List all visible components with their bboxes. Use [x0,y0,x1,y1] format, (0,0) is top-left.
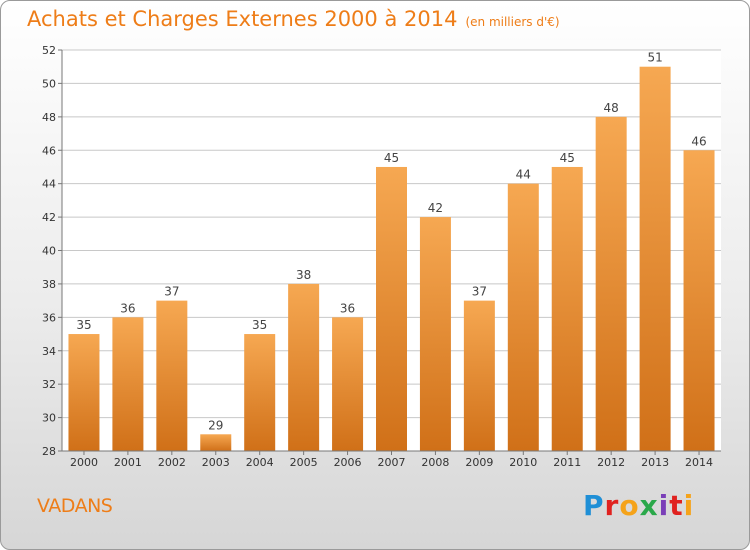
x-tick-label: 2007 [378,456,406,469]
x-tick-label: 2000 [70,456,98,469]
bar [68,334,100,451]
data-label: 44 [516,168,531,182]
data-label: 48 [604,101,619,115]
y-tick-label: 36 [42,311,56,324]
y-tick-label: 28 [42,445,56,458]
bar [595,116,627,451]
bar [419,217,451,451]
y-tick-label: 42 [42,211,56,224]
y-tick-label: 46 [42,144,56,157]
place-name: VADANS [37,495,113,517]
y-tick-label: 38 [42,278,56,291]
data-label: 46 [691,134,706,148]
x-tick-label: 2001 [114,456,142,469]
logo-letter: i [658,489,670,522]
bar [639,66,671,451]
y-tick-label: 50 [42,77,56,90]
x-tick-label: 2002 [158,456,186,469]
x-tick-label: 2005 [290,456,318,469]
bar [463,300,495,451]
bar [551,166,583,452]
bar [112,317,144,451]
bar [376,166,407,452]
bar [507,183,539,451]
data-label: 45 [384,151,399,165]
data-label: 35 [252,318,267,332]
logo-letter: t [669,489,684,522]
bar [156,300,188,451]
title-row: Achats et Charges Externes 2000 à 2014 (e… [27,7,560,31]
logo-letter: i [683,489,695,522]
x-tick-label: 2011 [553,456,581,469]
x-tick-label: 2008 [421,456,449,469]
bar [288,283,320,451]
x-tick-label: 2010 [509,456,537,469]
logo-letter: o [619,489,640,522]
data-label: 29 [208,418,223,432]
x-tick-label: 2006 [334,456,362,469]
data-label: 35 [76,318,91,332]
bar [332,317,364,451]
x-tick-label: 2009 [465,456,493,469]
chart-title: Achats et Charges Externes 2000 à 2014 [27,7,458,31]
y-tick-label: 30 [42,412,56,425]
x-tick-label: 2013 [641,456,669,469]
x-tick-label: 2003 [202,456,230,469]
y-tick-label: 48 [42,111,56,124]
y-tick-label: 52 [42,44,56,57]
chart-subtitle: (en milliers d'€) [465,15,560,29]
proxiti-logo: Proxiti [583,489,694,522]
bar [200,434,232,451]
data-label: 37 [164,285,179,299]
x-tick-label: 2004 [246,456,274,469]
data-label: 38 [296,268,311,282]
data-label: 45 [560,151,575,165]
y-tick-label: 44 [42,178,56,191]
logo-letter: r [604,489,620,522]
data-label: 36 [340,301,355,315]
bar [244,334,276,451]
y-tick-label: 40 [42,245,56,258]
y-tick-label: 32 [42,378,56,391]
logo-letter: P [583,489,605,522]
data-label: 36 [120,301,135,315]
data-label: 51 [647,51,662,65]
bar [683,150,715,451]
y-tick-label: 34 [42,345,56,358]
x-tick-label: 2012 [597,456,625,469]
logo-letter: x [639,489,659,522]
data-label: 42 [428,201,443,215]
data-label: 37 [472,285,487,299]
x-tick-label: 2014 [685,456,713,469]
